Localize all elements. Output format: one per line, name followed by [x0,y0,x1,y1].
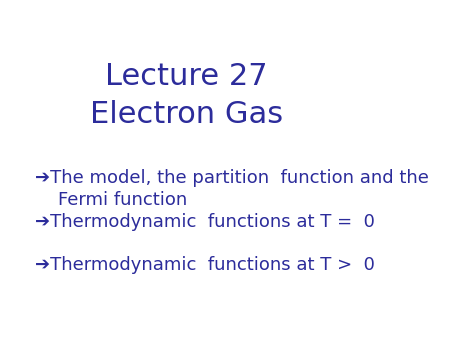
Text: Lecture 27
Electron Gas: Lecture 27 Electron Gas [90,62,284,129]
Text: ➔Thermodynamic  functions at T >  0: ➔Thermodynamic functions at T > 0 [35,256,375,274]
Text: ➔Thermodynamic  functions at T =  0: ➔Thermodynamic functions at T = 0 [35,213,375,231]
Text: ➔The model, the partition  function and the
    Fermi function: ➔The model, the partition function and t… [35,169,429,209]
